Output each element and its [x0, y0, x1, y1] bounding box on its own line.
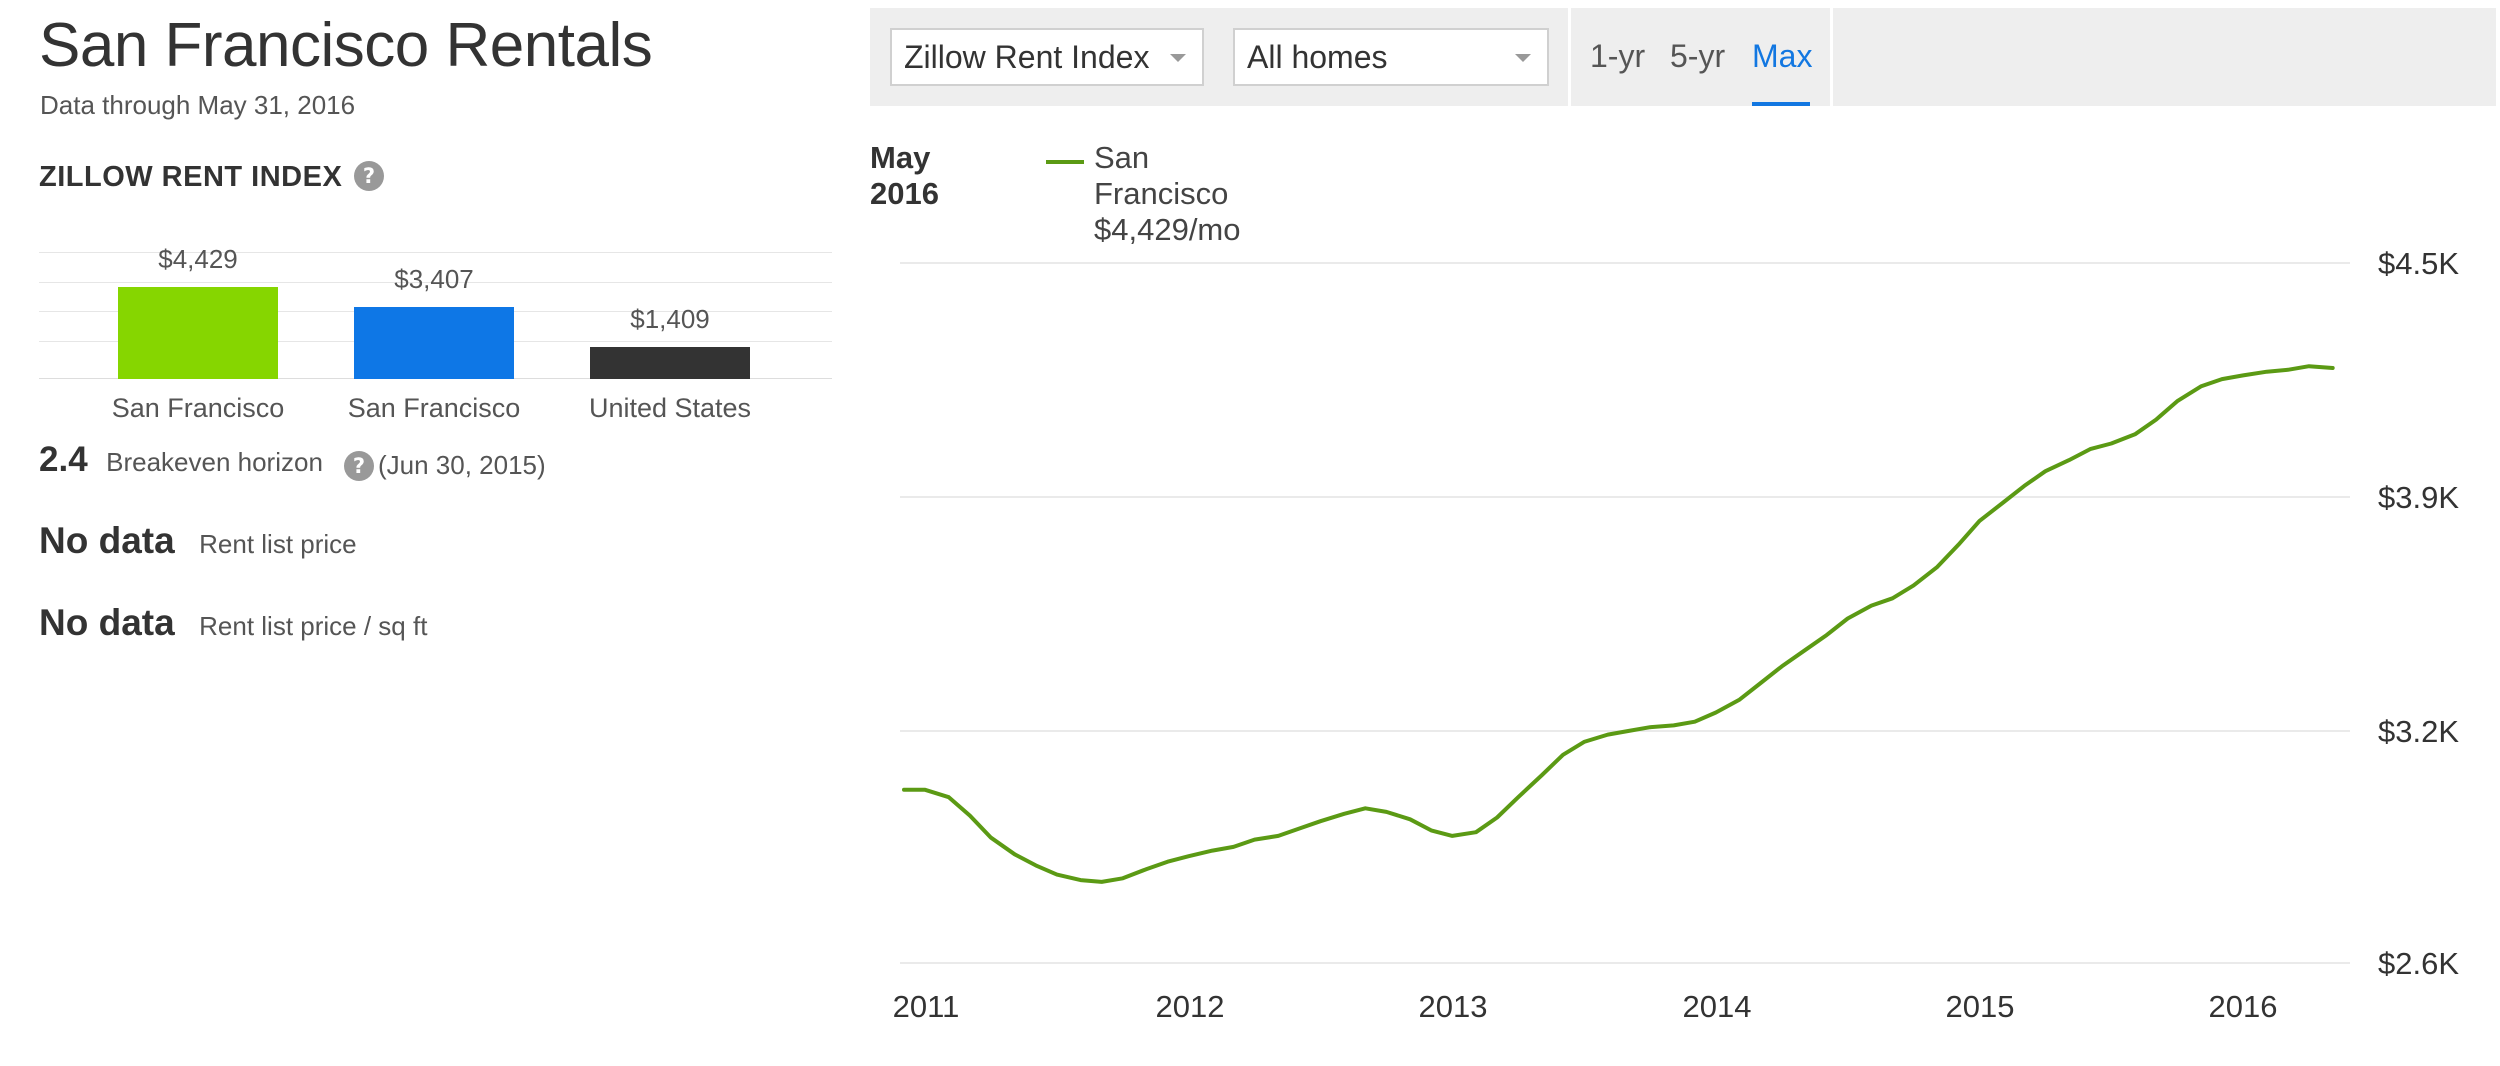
list-price-sqft-label: Rent list price / sq ft: [199, 611, 428, 641]
active-range-indicator: [1752, 102, 1810, 106]
x-tick-label: 2014: [1683, 989, 1752, 1024]
list-price-label: Rent list price: [199, 529, 357, 559]
x-axis-labels: 2011 2012 2013 2014 2015 2016: [893, 989, 2278, 1024]
legend-series-label: San Francisco $4,429/mo: [1094, 140, 1241, 247]
range-1yr-button[interactable]: 1-yr: [1590, 38, 1646, 74]
help-icon[interactable]: ?: [344, 451, 374, 481]
y-tick-label: $3.2K: [2378, 714, 2459, 749]
x-tick-label: 2015: [1946, 989, 2015, 1024]
bar-label-united-states: United States: [588, 393, 752, 423]
breakeven-value: 2.4: [39, 440, 88, 479]
series-line-san-francisco[interactable]: [902, 364, 2335, 884]
x-tick-label: 2013: [1419, 989, 1488, 1024]
toolbar-divider: [1830, 8, 1833, 106]
chevron-down-icon: [1170, 54, 1186, 62]
y-tick-label: $2.6K: [2378, 946, 2459, 981]
home-type-select[interactable]: All homes: [1233, 28, 1549, 86]
x-tick-label: 2012: [1156, 989, 1225, 1024]
page-title: San Francisco Rentals: [39, 11, 653, 80]
list-price-row: No data Rent list price: [39, 520, 357, 562]
legend-date: May 2016: [870, 140, 939, 211]
help-icon[interactable]: ?: [354, 161, 384, 191]
x-tick-label: 2016: [2209, 989, 2278, 1024]
breakeven-date: (Jun 30, 2015): [378, 450, 546, 480]
x-tick-label: 2011: [893, 989, 960, 1024]
y-tick-label: $4.5K: [2378, 246, 2459, 281]
breakeven-label: Breakeven horizon: [106, 447, 323, 477]
bar-value-united-states: $1,409: [630, 304, 710, 334]
bar-value-san-francisco: $4,429: [158, 244, 238, 274]
data-through-date: Data through May 31, 2016: [40, 90, 356, 120]
bar-label-san-francisco-metro: San Francisco Metro: [347, 393, 521, 423]
y-tick-label: $3.9K: [2378, 480, 2459, 515]
list-price-sqft-value: No data: [39, 602, 175, 643]
chevron-down-icon: [1515, 54, 1531, 62]
bar-united-states[interactable]: [590, 347, 750, 379]
legend-swatch: [1046, 160, 1084, 164]
summary-panel: San Francisco Rentals Data through May 3…: [0, 0, 850, 1066]
grid-line: [39, 282, 832, 283]
list-price-value: No data: [39, 520, 175, 561]
bar-value-san-francisco-metro: $3,407: [394, 264, 474, 294]
rent-index-line-chart[interactable]: $4.5K$3.9K$3.2K$2.6K 2011 2012 2013 2014 201…: [870, 210, 2500, 1066]
metric-select-value: Zillow Rent Index: [904, 39, 1150, 75]
chart-toolbar: Zillow Rent Index All homes 1-yr 5-yr Ma…: [870, 8, 2496, 106]
list-price-sqft-row: No data Rent list price / sq ft: [39, 602, 427, 644]
rent-index-bar-chart: $4,429 $3,407 $1,409 San Francisco San F…: [39, 230, 832, 460]
bar-san-francisco-metro[interactable]: [354, 307, 514, 379]
grid-line: [39, 252, 832, 253]
y-axis-labels: $4.5K $3.9K $3.2K $2.6K: [2378, 246, 2459, 981]
rent-index-heading: ZILLOW RENT INDEX: [39, 161, 343, 193]
range-5yr-button[interactable]: 5-yr: [1670, 38, 1726, 74]
breakeven-row: 2.4 Breakeven horizon: [39, 440, 323, 484]
bar-san-francisco[interactable]: [118, 287, 278, 379]
range-max-button[interactable]: Max: [1752, 38, 1813, 74]
metric-select[interactable]: Zillow Rent Index: [890, 28, 1204, 86]
home-type-select-value: All homes: [1247, 39, 1388, 75]
chart-gridlines: [900, 262, 2350, 964]
bar-label-san-francisco: San Francisco: [111, 393, 285, 423]
toolbar-divider: [1568, 8, 1571, 106]
